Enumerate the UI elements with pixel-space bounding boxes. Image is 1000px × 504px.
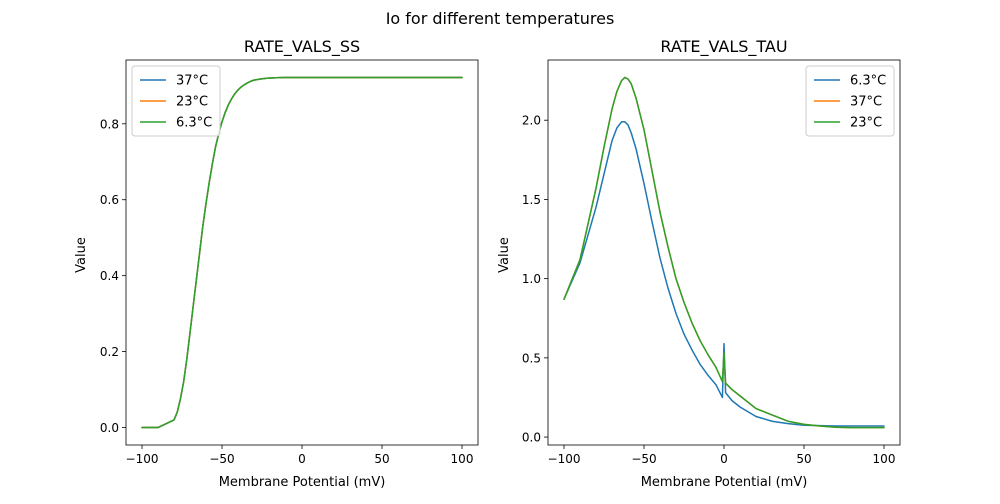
series-line-23-cc: [563, 76, 885, 429]
x-axis-label: Membrane Potential (mV): [641, 475, 808, 490]
legend-label: 37°C: [176, 74, 208, 89]
series-line-6-3-cc: [141, 76, 463, 429]
x-tick-label: 50: [374, 452, 389, 466]
figure-title: Io for different temperatures: [386, 9, 615, 28]
x-tick-label: −50: [631, 452, 656, 466]
y-tick-label: 0.6: [100, 193, 119, 207]
y-tick-label: 0.0: [522, 431, 541, 445]
legend-label: 23°C: [176, 95, 208, 110]
x-tick-label: −50: [209, 452, 234, 466]
legend-box: [131, 65, 221, 137]
subplot-rate-vals-ss: RATE_VALS_SS Membrane Potential (mV) Val…: [74, 37, 479, 490]
x-tick-label: 0: [720, 452, 728, 466]
subplot-title: RATE_VALS_SS: [244, 37, 360, 57]
x-axis-label: Membrane Potential (mV): [219, 475, 386, 490]
legend-label: 37°C: [850, 95, 882, 110]
y-tick-label: 1.0: [522, 272, 541, 286]
y-tick-label: 0.4: [100, 269, 119, 283]
x-tick-label: 0: [298, 452, 306, 466]
subplot-rate-vals-tau: RATE_VALS_TAU Membrane Potential (mV) Va…: [497, 37, 901, 490]
legend-label: 6.3°C: [176, 116, 212, 131]
y-tick-label: 0.5: [522, 351, 541, 365]
x-tick-label: 100: [451, 452, 474, 466]
y-tick-label: 1.5: [522, 193, 541, 207]
series-line-6-3-cc: [563, 121, 885, 427]
legend-label: 6.3°C: [850, 74, 886, 89]
legend: 37°C 23°C 6.3°C: [131, 65, 221, 137]
x-tick-label: 50: [796, 452, 811, 466]
legend-label: 23°C: [850, 116, 882, 131]
x-tick-label: −100: [548, 452, 581, 466]
y-tick-label: 0.2: [100, 345, 119, 359]
y-tick-label: 0.0: [100, 421, 119, 435]
x-tick-label: −100: [126, 452, 159, 466]
subplot-title: RATE_VALS_TAU: [660, 37, 787, 57]
y-axis-label: Value: [497, 237, 512, 273]
y-tick-label: 0.8: [100, 117, 119, 131]
legend-box: [805, 65, 895, 137]
y-axis-label: Value: [74, 237, 89, 273]
y-tick-label: 2.0: [522, 114, 541, 128]
x-tick-label: 100: [873, 452, 896, 466]
legend: 6.3°C 37°C 23°C: [805, 65, 895, 137]
